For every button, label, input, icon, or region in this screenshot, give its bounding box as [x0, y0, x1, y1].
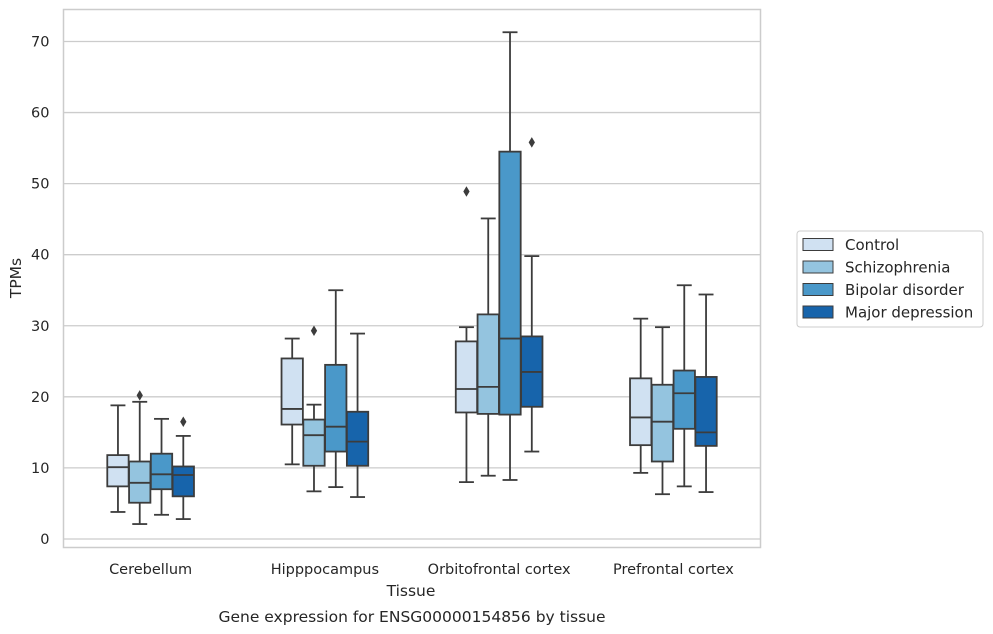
- box-schizophrenia: [476, 217, 500, 477]
- legend-label: Schizophrenia: [845, 259, 950, 277]
- legend: Control Schizophrenia Bipolar disorder Majo…: [796, 230, 984, 328]
- iqr-box: [498, 150, 522, 416]
- box-bipolar-disorder: [324, 289, 348, 488]
- box-major-depression: [520, 137, 544, 453]
- iqr-box: [454, 340, 479, 414]
- outlier-marker: [310, 325, 318, 336]
- y-tick-label: 30: [31, 319, 49, 335]
- box-schizophrenia: [650, 326, 675, 496]
- plot-area-frame: [62, 8, 762, 549]
- legend-swatch: [802, 238, 834, 251]
- box-major-depression: [345, 332, 370, 498]
- iqr-box: [280, 357, 304, 426]
- box-control: [280, 337, 304, 466]
- y-tick-label: 50: [31, 177, 49, 193]
- y-tick-label: 60: [31, 106, 49, 122]
- legend-swatch: [802, 305, 834, 319]
- y-tick-label: 10: [31, 461, 49, 477]
- box-bipolar-disorder: [498, 31, 522, 481]
- iqr-box: [302, 418, 326, 467]
- y-tick-labels: 0 10 20 30 40 50 60 70: [31, 34, 49, 547]
- legend-swatch: [802, 260, 834, 274]
- iqr-box: [694, 376, 718, 447]
- iqr-box: [476, 313, 500, 415]
- x-axis-label: Tissue: [386, 582, 436, 600]
- outlier-marker: [463, 186, 470, 197]
- box-major-depression: [694, 293, 718, 493]
- box-control: [629, 317, 653, 474]
- x-tick-label: Orbitofrontal cortex: [428, 562, 571, 578]
- box-control: [454, 186, 479, 484]
- outlier-marker: [528, 137, 535, 148]
- legend-swatch: [802, 283, 834, 296]
- outlier-marker: [180, 416, 187, 427]
- y-axis-label: TPMs: [7, 258, 25, 299]
- y-tick-label: 0: [40, 532, 49, 548]
- x-tick-label: Hipppocampus: [271, 562, 379, 578]
- iqr-box: [149, 452, 174, 491]
- box-bipolar-disorder: [672, 284, 696, 488]
- iqr-box: [171, 465, 195, 498]
- iqr-box: [106, 454, 130, 488]
- box-schizophrenia: [128, 390, 152, 525]
- iqr-box: [672, 369, 696, 430]
- legend-items: Control Schizophrenia Bipolar disorder Majo…: [802, 236, 973, 322]
- x-tick-label: Cerebellum: [109, 562, 192, 578]
- x-tick-labels: Cerebellum Hipppocampus Orbitofrontal cort…: [109, 562, 734, 578]
- x-tick-label: Prefrontal cortex: [613, 562, 734, 578]
- iqr-box: [324, 363, 348, 453]
- box-control: [106, 404, 130, 513]
- legend-label: Bipolar disorder: [845, 281, 965, 299]
- y-tick-label: 40: [31, 248, 49, 264]
- y-tick-label: 20: [31, 390, 49, 406]
- legend-frame: [796, 230, 984, 328]
- iqr-box: [345, 410, 370, 467]
- box-series: [106, 31, 718, 525]
- iqr-box: [650, 383, 675, 463]
- y-tick-label: 70: [31, 34, 49, 50]
- box-schizophrenia: [302, 325, 326, 493]
- box-major-depression: [171, 416, 195, 520]
- legend-label: Major depression: [845, 304, 973, 322]
- outlier-marker: [136, 390, 143, 401]
- chart-caption: Gene expression for ENSG00000154856 by t…: [218, 608, 605, 626]
- legend-label: Control: [845, 236, 899, 254]
- box-bipolar-disorder: [149, 417, 174, 516]
- iqr-box: [629, 377, 653, 447]
